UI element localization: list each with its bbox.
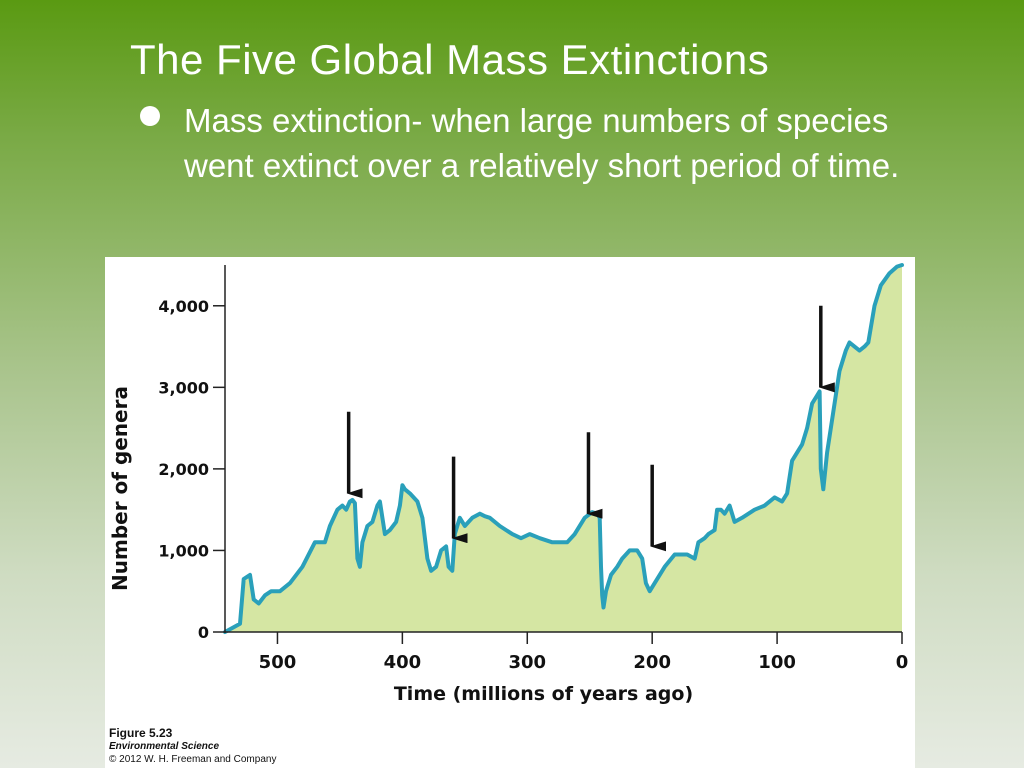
- bullet-dot: [140, 106, 160, 126]
- y-tick-label: 0: [198, 623, 209, 642]
- x-tick-label: 300: [508, 652, 546, 673]
- y-tick-label: 4,000: [158, 297, 209, 316]
- y-tick-label: 1,000: [158, 541, 209, 560]
- y-axis-label: Number of genera: [108, 386, 132, 591]
- x-tick-label: 500: [259, 652, 297, 673]
- figure-panel: 0 1,000 2,000 3,000 4,000 500 400 300 200 100 0 Tim…: [105, 257, 915, 768]
- series-line: [223, 263, 904, 634]
- bullet-text: Mass extinction- when large numbers of s…: [184, 102, 900, 184]
- x-tick-label: 0: [896, 652, 909, 673]
- x-tick-label: 100: [758, 652, 796, 673]
- series-area: [225, 265, 902, 632]
- x-tick-label: 200: [633, 652, 671, 673]
- extinction-chart: 0 1,000 2,000 3,000 4,000 500 400 300 200 100 0 Tim…: [108, 263, 909, 705]
- caption-book: Environmental Science: [109, 741, 220, 752]
- caption-figure: Figure 5.23: [109, 726, 173, 740]
- bullet-list: Mass extinction- when large numbers of s…: [140, 98, 940, 188]
- slide-title: The Five Global Mass Extinctions: [130, 36, 770, 83]
- figure-caption: Figure 5.23 Environmental Science © 2012…: [109, 727, 276, 766]
- y-tick-label: 3,000: [158, 378, 209, 397]
- y-tick-label: 2,000: [158, 460, 209, 479]
- caption-copyright: © 2012 W. H. Freeman and Company: [109, 754, 277, 765]
- x-axis-label: Time (millions of years ago): [394, 683, 693, 705]
- x-tick-label: 400: [384, 652, 422, 673]
